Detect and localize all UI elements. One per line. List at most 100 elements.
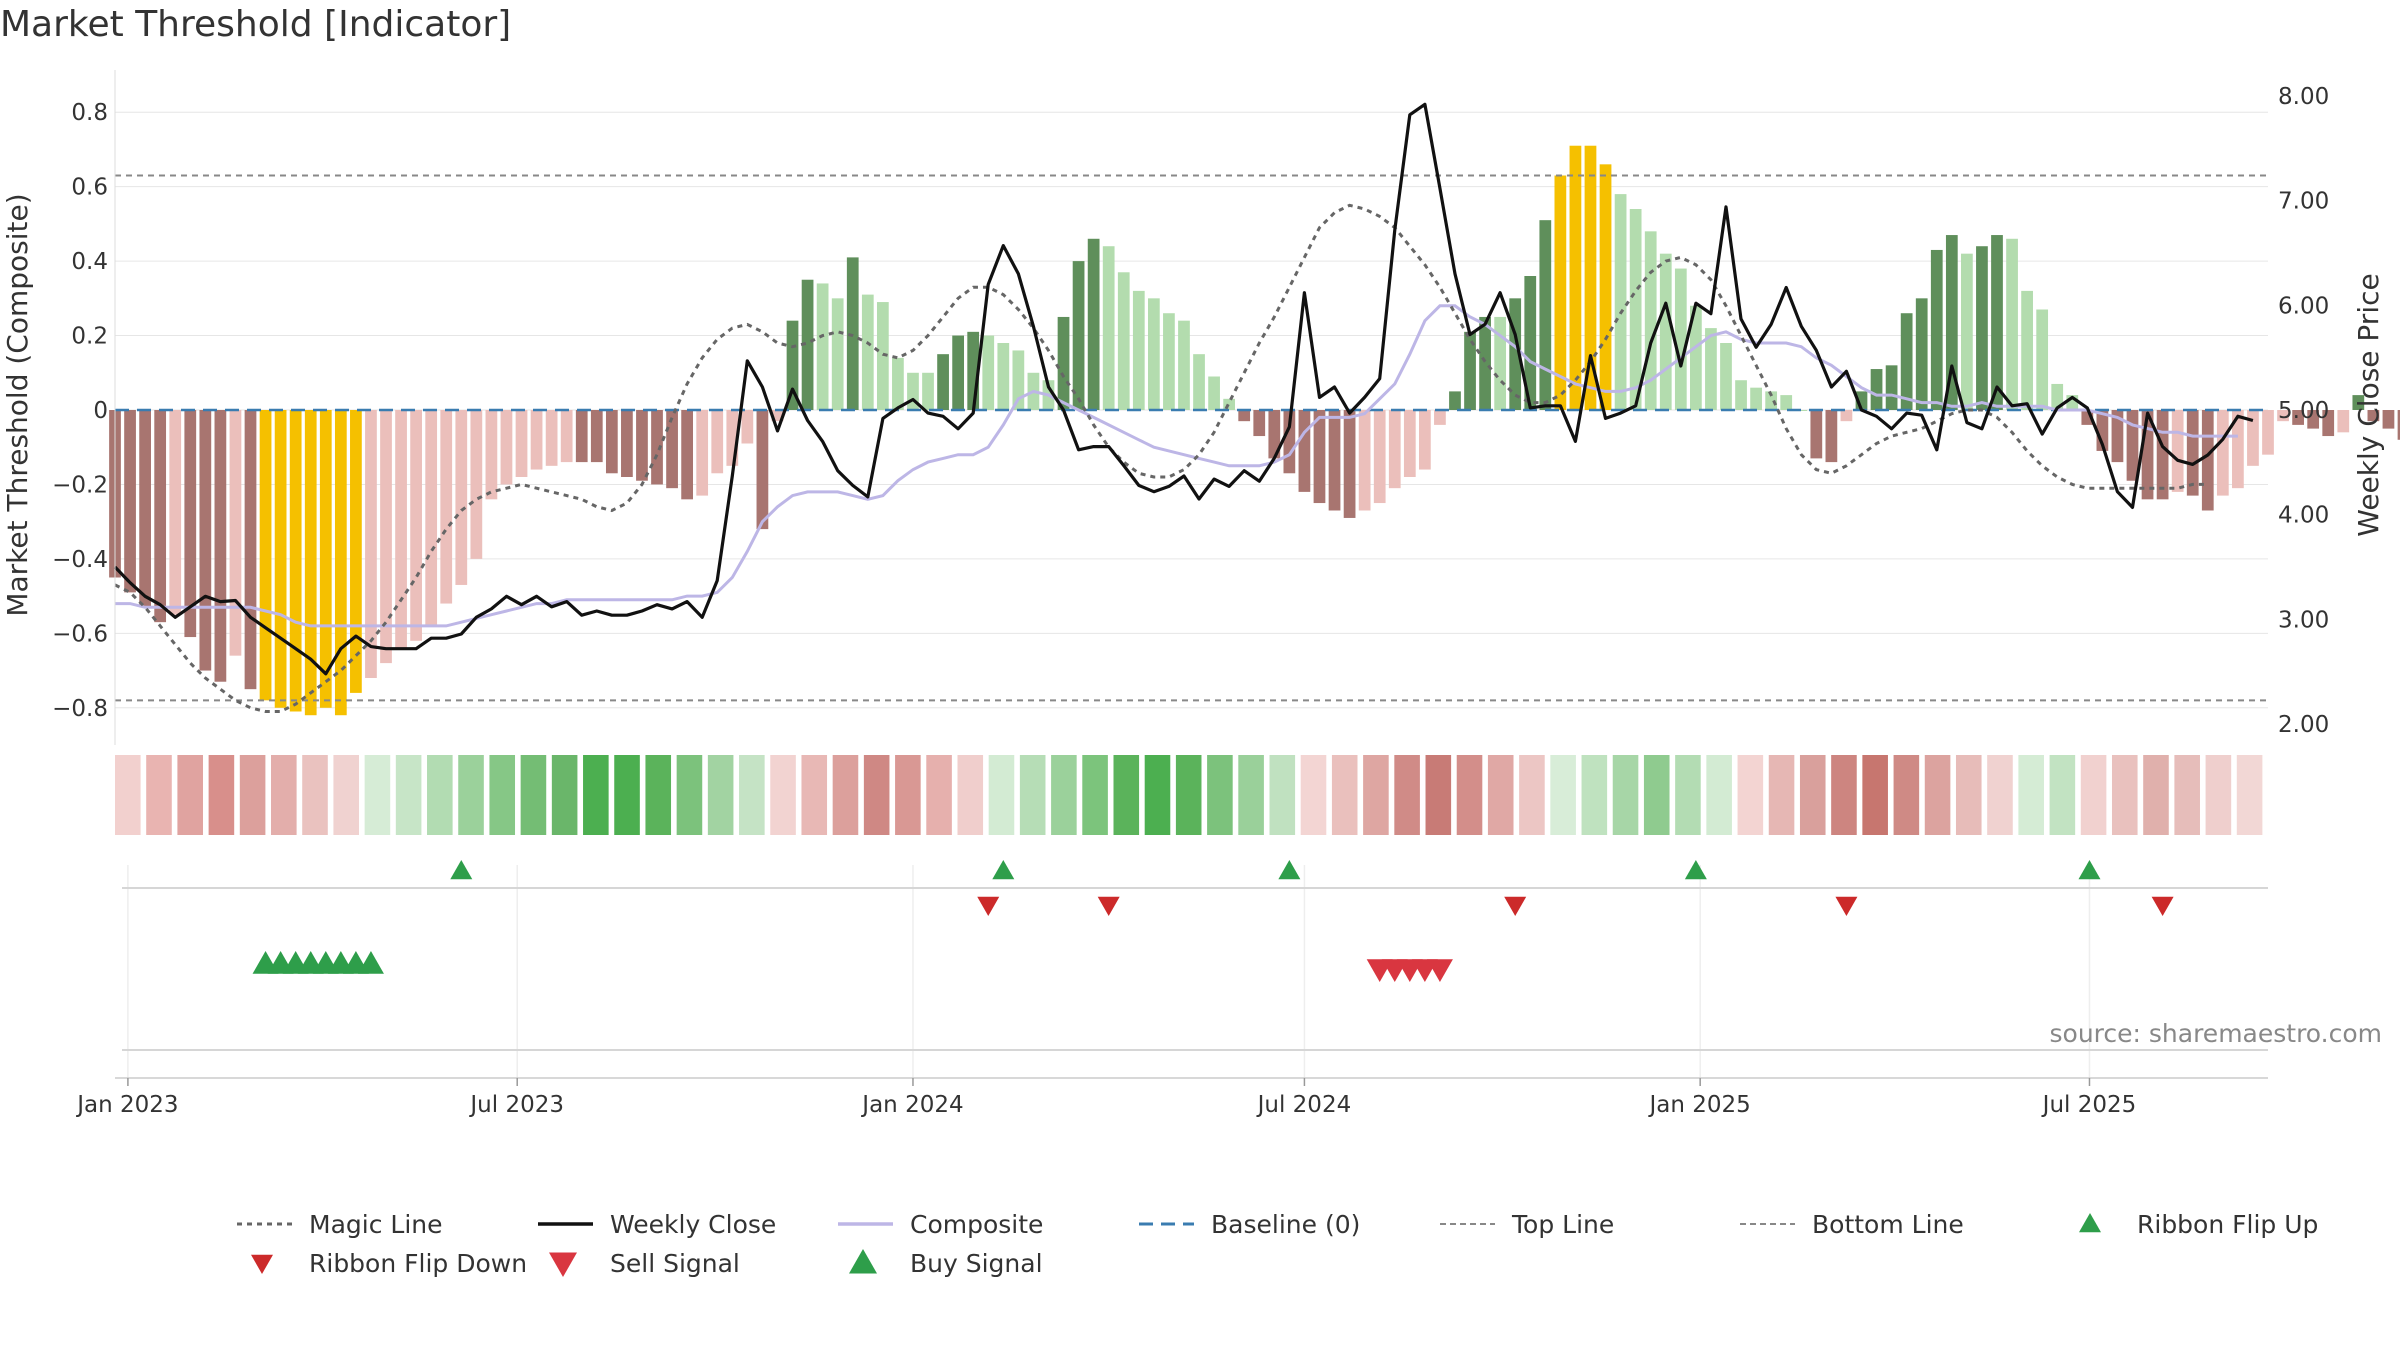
composite-bar [350,410,362,693]
ribbon-cell [489,755,516,835]
ribbon-cell [1456,755,1483,835]
ribbon-cell [707,755,734,835]
ribbon-cell [895,755,921,835]
ribbon-cell [2080,755,2107,835]
ribbon-cell [801,755,828,835]
composite-bar [1599,164,1612,410]
composite-bar [1283,410,1296,474]
ribbon-cell [458,755,484,835]
ribbon-cell [1581,755,1608,835]
composite-bar [1825,410,1838,463]
composite-bar [2006,238,2018,410]
composite-bar [1358,410,1371,511]
y-left-tick-label: −0.8 [52,696,108,722]
composite-bar [711,410,724,474]
legend-label: Bottom Line [1812,1210,1964,1239]
composite-bar [651,410,663,485]
ribbon-flip-up-marker [450,860,473,880]
ribbon-cell [1706,755,1732,835]
ribbon-cell [1113,755,1140,835]
magic-line [114,203,2208,713]
legend-item: Composite [838,1210,1043,1239]
composite-bar [334,410,347,716]
legend-label: Ribbon Flip Down [309,1249,527,1278]
composite-bar [1840,410,1853,422]
composite-bar [666,410,678,489]
y-right-tick-label: 8.00 [2278,84,2329,110]
composite-bar [1976,246,1988,410]
x-tick-label: Jul 2024 [1256,1092,1352,1118]
ribbon-cell [2111,755,2138,835]
ribbon-flip-up-marker [1684,860,1707,880]
composite-bar [1343,410,1356,518]
composite-bar [2171,410,2184,492]
legend-label: Ribbon Flip Up [2137,1210,2318,1239]
legend-swatch-flip-up [2079,1213,2101,1233]
composite-bar [1855,391,1868,410]
ribbon-cell [551,755,578,835]
composite-bar [2232,410,2244,489]
composite-bar [289,410,302,712]
legend-item: Ribbon Flip Down [251,1249,527,1278]
y-left-tick-label: −0.4 [52,547,108,573]
composite-bar [1238,410,1251,422]
composite-bar [1644,231,1657,410]
composite-bar [1328,410,1341,511]
ribbon-cell [1862,755,1888,835]
signal-panel [122,951,2268,1051]
composite-bar [2201,410,2214,511]
composite-bar [1313,410,1326,504]
composite-bar [1915,298,1928,410]
composite-bar [771,410,784,422]
composite-bar [365,410,377,678]
composite-bar [2156,410,2169,500]
composite-bar [922,372,934,410]
composite-bar [636,410,648,481]
composite-bar [2216,410,2229,496]
ribbon-cell [863,755,890,835]
ribbon-cell [1363,755,1389,835]
composite-bar [1584,145,1597,410]
ribbon-cell [1238,755,1264,835]
ribbon-cell [208,755,235,835]
ribbon-cell [177,755,203,835]
composite-bar [967,331,980,410]
ribbon-cell [614,755,640,835]
ribbon-cell [1612,755,1639,835]
composite-bar [1223,398,1236,410]
composite-bar [2292,410,2304,425]
composite-bar [1178,320,1190,410]
composite-bar [876,302,889,410]
x-tick-label: Jan 2023 [75,1092,178,1118]
composite-bar [2111,410,2124,463]
ribbon-flip-up-marker [992,860,1015,880]
composite-bar [1373,410,1386,504]
composite-bar [500,410,513,485]
composite-bar [1012,350,1025,410]
legend: Magic Line Weekly Close Composite Baseline … [237,1210,2318,1278]
x-axis: Jan 2023 Jul 2023 Jan 2024 Jul 2024 Jan 2025… [75,1077,2268,1118]
y-left-tick-label: 0.2 [71,324,108,350]
composite-bar [455,410,468,585]
composite-bar [681,410,693,500]
ribbon-flip-up-marker [2078,860,2101,880]
ribbon-cell [583,755,609,835]
ribbon-flip-up-marker [1278,860,1301,880]
composite-bar [1961,253,1973,410]
composite-bar [1735,380,1747,410]
composite-bar [485,410,498,500]
y-left-tick-label: 0.6 [71,175,108,201]
composite-bar [1690,305,1702,410]
ribbon-flip-down-marker [1097,896,1120,916]
legend-item: Buy Signal [849,1249,1043,1278]
ribbon-cell [239,755,266,835]
chart-title: Market Threshold [Indicator] [0,4,512,45]
ribbon-cell [364,755,391,835]
composite-bar [756,410,769,530]
composite-bar [861,294,874,410]
ribbon-cell [2174,755,2200,835]
composite-bar [696,410,709,496]
sell-signal-marker [1426,959,1453,982]
composite-bar [2186,410,2199,496]
composite-bar [274,410,287,708]
